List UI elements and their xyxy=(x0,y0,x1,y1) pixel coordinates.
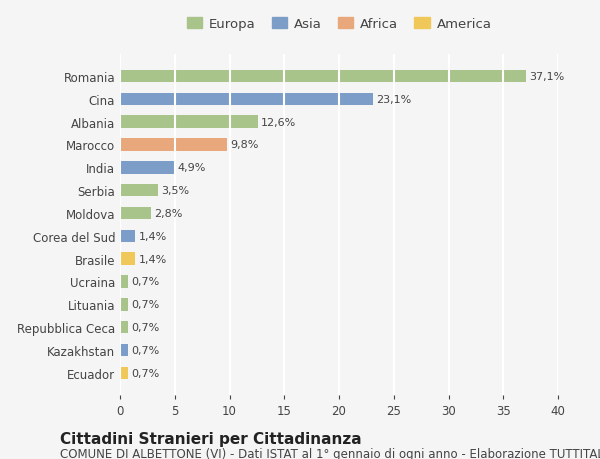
Text: COMUNE DI ALBETTONE (VI) - Dati ISTAT al 1° gennaio di ogni anno - Elaborazione : COMUNE DI ALBETTONE (VI) - Dati ISTAT al… xyxy=(60,448,600,459)
Text: 0,7%: 0,7% xyxy=(131,323,159,332)
Bar xyxy=(120,139,227,151)
Bar xyxy=(120,298,128,311)
Text: 0,7%: 0,7% xyxy=(131,345,159,355)
Text: 37,1%: 37,1% xyxy=(530,72,565,82)
Bar xyxy=(120,162,173,174)
Legend: Europa, Asia, Africa, America: Europa, Asia, Africa, America xyxy=(187,17,491,31)
Bar xyxy=(120,321,128,334)
Text: 0,7%: 0,7% xyxy=(131,277,159,287)
Bar xyxy=(120,230,136,242)
Text: 3,5%: 3,5% xyxy=(161,186,190,196)
Text: 23,1%: 23,1% xyxy=(376,95,412,105)
Bar xyxy=(120,275,128,288)
Text: 12,6%: 12,6% xyxy=(261,118,296,127)
Bar xyxy=(120,207,151,220)
Text: 1,4%: 1,4% xyxy=(139,254,167,264)
Bar xyxy=(120,71,526,83)
Bar xyxy=(120,367,128,379)
Bar xyxy=(120,93,373,106)
Text: 9,8%: 9,8% xyxy=(230,140,259,150)
Text: 2,8%: 2,8% xyxy=(154,208,182,218)
Bar xyxy=(120,185,158,197)
Text: 4,9%: 4,9% xyxy=(177,163,205,173)
Text: 1,4%: 1,4% xyxy=(139,231,167,241)
Text: Cittadini Stranieri per Cittadinanza: Cittadini Stranieri per Cittadinanza xyxy=(60,431,362,447)
Bar xyxy=(120,253,136,265)
Text: 0,7%: 0,7% xyxy=(131,368,159,378)
Bar xyxy=(120,344,128,357)
Text: 0,7%: 0,7% xyxy=(131,300,159,310)
Bar xyxy=(120,116,258,129)
